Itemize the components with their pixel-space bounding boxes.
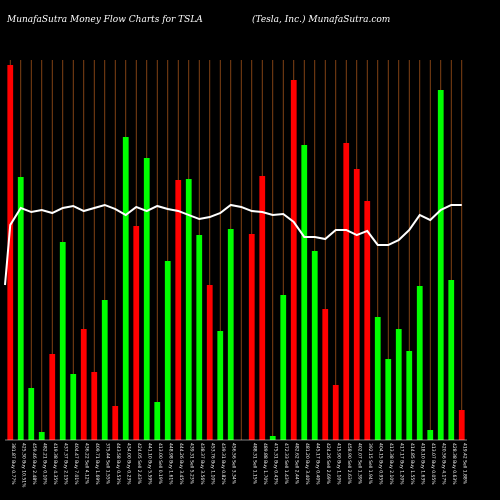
bar <box>59 242 66 440</box>
bar <box>185 179 192 440</box>
bar <box>395 329 402 440</box>
bar <box>416 286 423 440</box>
x-tick-label: 428.38 Buy 0.63% <box>451 443 457 485</box>
x-tick-label: 404.47 Buy 7.01% <box>73 443 79 485</box>
x-tick-label: 425.30 Buy 10.51% <box>20 443 26 488</box>
bar <box>80 329 87 440</box>
x-tick-label: 417.17 Buy 1.20% <box>398 443 404 485</box>
bars-group <box>7 65 465 440</box>
bar <box>28 388 35 440</box>
bar <box>70 374 77 440</box>
chart-subtitle: (Tesla, Inc.) MunafaSutra.com <box>252 14 390 25</box>
x-tick-label: 489.88 Buy 1.70% <box>262 443 268 485</box>
x-tick-label: 448.98 Buy 1.61% <box>167 443 173 485</box>
x-tick-label: 415.90 Buy 1.10% <box>335 443 341 485</box>
x-tick-label: 419.42 Sell 1.88% <box>461 443 467 485</box>
bar <box>259 176 266 440</box>
x-tick-label: 445.17 Buy 0.40% <box>314 443 320 485</box>
bar <box>49 354 56 440</box>
bar <box>196 235 203 440</box>
bar <box>343 143 350 440</box>
bar <box>154 402 161 440</box>
bar <box>91 372 98 440</box>
bar <box>164 261 171 440</box>
x-tick-label: 437.37 Buy 2.15% <box>62 443 68 485</box>
x-tick-label: 459.46 Buy 2.48% <box>31 443 37 485</box>
bar <box>217 331 224 440</box>
x-tick-label: 458.90 Sell 2.63% <box>346 443 352 485</box>
x-tick-label: 409.71 Buy 1.69% <box>94 443 100 485</box>
bar <box>385 359 392 440</box>
bar <box>122 137 129 440</box>
x-tick-label: 475.31 Buy 0.43% <box>272 443 278 485</box>
x-tick-label: 434.00 Buy 0.23% <box>125 443 131 485</box>
x-tick-label: 444.26 Buy 3.45% <box>178 443 184 485</box>
x-tick-labels: 381.87 Buy 0.77% 425.30 Buy 10.51% 459.46 … <box>10 443 468 488</box>
bar <box>248 234 255 440</box>
x-tick-label: 453.76 Buy 1.10% <box>209 443 215 485</box>
x-tick-label: 439.31 Sell 5.23% <box>188 443 194 485</box>
x-tick-label: 424.26 Sell 2.69% <box>325 443 331 485</box>
bar <box>227 229 234 440</box>
bar <box>353 169 360 440</box>
chart-title: MunafaSutra Money Flow Charts for TSLA <box>6 15 203 25</box>
x-tick-label: 481.20 Buy 3.40% <box>304 443 310 485</box>
bar <box>280 295 287 440</box>
x-tick-label: 392.15 Sell 1.94% <box>367 443 373 485</box>
bar <box>322 309 329 440</box>
bar <box>427 430 434 440</box>
bar <box>301 145 308 440</box>
bar <box>448 280 455 440</box>
x-tick-label: 420.56 Buy 4.17% <box>440 443 446 485</box>
grid-lines <box>9 60 463 440</box>
x-tick-label: 404.15 Buy 0.95% <box>377 443 383 485</box>
x-tick-label: 443.58 Buy 0.53% <box>115 443 121 485</box>
bar <box>311 251 318 440</box>
x-tick-label: 402.07 Sell 1.39% <box>356 443 362 485</box>
bar <box>374 317 381 440</box>
bar <box>143 158 150 440</box>
x-tick-label: 381.87 Buy 0.77% <box>10 443 16 485</box>
money-flow-line <box>4 203 462 286</box>
bar <box>206 285 213 440</box>
bar <box>112 406 119 440</box>
x-tick-label: 413.00 Sell 0.19% <box>157 443 163 485</box>
x-tick-label: 424.05 Sell 2.43% <box>136 443 142 485</box>
x-tick-label: 482.62 Sell 2.44% <box>293 443 299 485</box>
bar <box>101 300 108 440</box>
bar <box>17 177 24 440</box>
bar <box>7 65 14 440</box>
x-tick-label: 441.10 Buy 5.59% <box>146 443 152 485</box>
bar <box>364 201 371 440</box>
x-tick-label: 413.07 Buy 0.05% <box>430 443 436 485</box>
bar <box>269 436 276 440</box>
bar <box>133 226 140 440</box>
bar <box>290 80 297 440</box>
x-tick-label: 413.38 Buy 2.10% <box>388 443 394 485</box>
bar <box>38 432 45 440</box>
x-tick-label: 488.31 Sell 1.15% <box>251 443 257 485</box>
x-tick-label: 456.56 Sell 3.34% <box>230 443 236 485</box>
bar <box>458 410 465 440</box>
x-tick-label: 482.21 Buy 0.10% <box>41 443 47 485</box>
x-tick-label: 438.37 Buy 3.56% <box>199 443 205 485</box>
x-tick-label: 472.33 Sell 1.43% <box>283 443 289 485</box>
x-tick-label: 419.38 Buy 4.35% <box>52 443 58 485</box>
x-tick-label: 439.31 Buy 0.82% <box>220 443 226 485</box>
bar <box>175 180 182 440</box>
bar <box>437 90 444 440</box>
bar <box>332 385 339 440</box>
x-tick-label: 375.44 Sell 1.55% <box>104 443 110 485</box>
x-tick-label: 414.85 Buy 1.55% <box>409 443 415 485</box>
x-tick-label: 436.22 Sell 4.12% <box>83 443 89 485</box>
bar <box>406 351 413 440</box>
x-tick-label: 418.10 Buy 1.63% <box>419 443 425 485</box>
